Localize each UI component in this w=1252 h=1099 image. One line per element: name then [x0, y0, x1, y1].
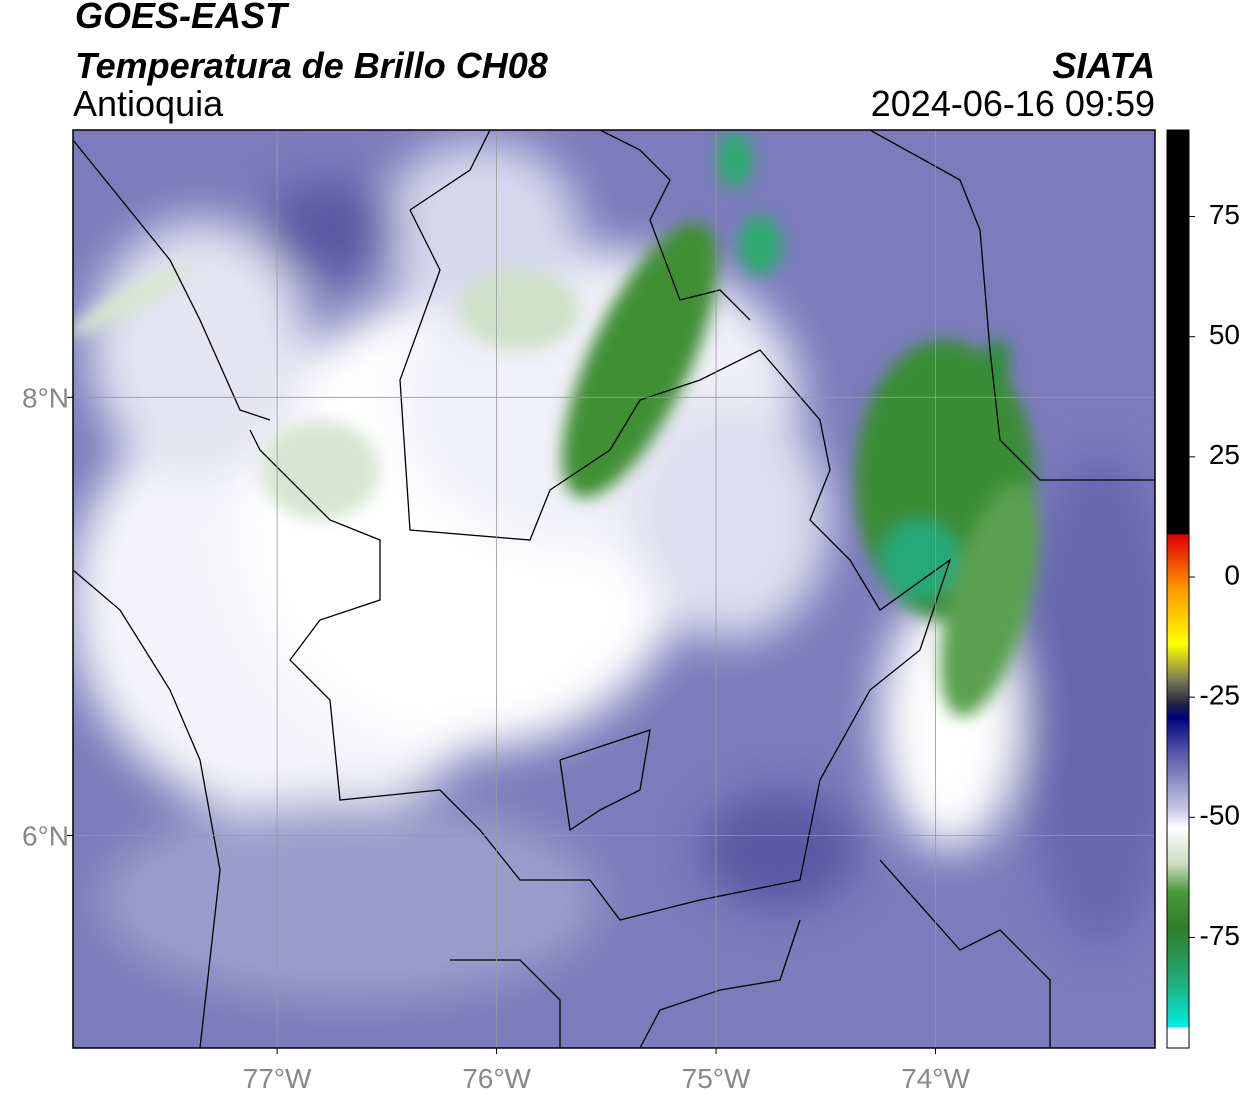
subtitle: Temperatura de Brillo CH08 [75, 45, 548, 86]
colorbar-label: -25 [1200, 680, 1240, 711]
source: SIATA [1052, 45, 1155, 86]
y-tick-label: 8°N [22, 382, 69, 413]
x-tick-label: 75°W [682, 1063, 751, 1094]
colorbar-label: 25 [1209, 439, 1240, 470]
colorbar-label: 50 [1209, 319, 1240, 350]
colorbar-label: 75 [1209, 199, 1240, 230]
x-tick-label: 77°W [243, 1063, 312, 1094]
title: GOES-EAST [75, 0, 290, 36]
region: Antioquia [73, 83, 224, 124]
x-tick-label: 76°W [462, 1063, 531, 1094]
y-tick-label: 6°N [22, 820, 69, 851]
datetime: 2024-06-16 09:59 [871, 83, 1155, 124]
x-tick-label: 74°W [901, 1063, 970, 1094]
colorbar-label: -50 [1200, 800, 1240, 831]
colorbar-label: -75 [1200, 920, 1240, 951]
graticule [73, 130, 1155, 1048]
satellite-image [73, 130, 1155, 1048]
map-frame [72, 129, 1156, 1049]
colorbar [1166, 129, 1190, 1049]
colorbar-label: 0 [1224, 559, 1240, 590]
